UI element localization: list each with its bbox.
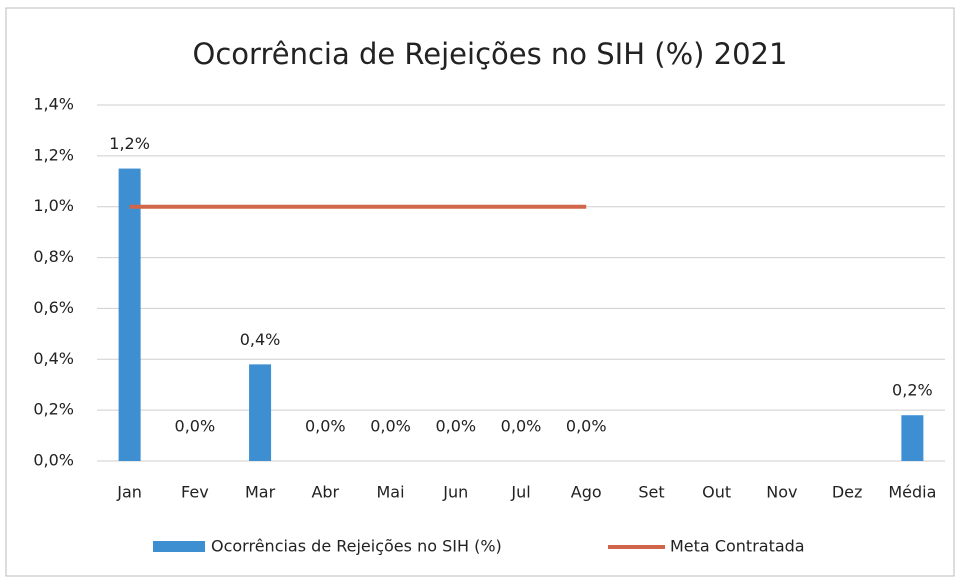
legend-swatch — [153, 541, 205, 552]
x-tick-label: Abr — [311, 483, 339, 502]
bar — [118, 168, 141, 462]
x-tick-label: Dez — [832, 483, 863, 502]
y-tick-label: 0,6% — [33, 298, 74, 317]
data-label: 0,4% — [240, 330, 281, 349]
x-tick-label: Média — [888, 483, 936, 502]
bar — [249, 364, 272, 461]
x-tick-label: Jan — [116, 483, 142, 502]
x-tick-label: Fev — [181, 483, 209, 502]
x-tick-label: Jun — [442, 483, 468, 502]
data-label: 0,0% — [501, 417, 542, 436]
data-label: 1,2% — [109, 134, 150, 153]
y-tick-label: 0,0% — [33, 451, 74, 470]
data-label: 0,0% — [175, 417, 216, 436]
data-label: 0,0% — [305, 417, 346, 436]
data-label: 0,0% — [566, 417, 607, 436]
legend-label: Meta Contratada — [670, 537, 805, 556]
x-tick-label: Ago — [571, 483, 602, 502]
bar — [901, 415, 924, 461]
y-tick-label: 0,2% — [33, 400, 74, 419]
legend-label: Ocorrências de Rejeições no SIH (%) — [211, 537, 502, 556]
y-tick-label: 0,8% — [33, 247, 74, 266]
y-tick-label: 1,4% — [33, 95, 74, 114]
x-tick-label: Mai — [377, 483, 405, 502]
chart-border — [5, 7, 955, 577]
y-tick-label: 0,4% — [33, 349, 74, 368]
data-label: 0,2% — [892, 381, 933, 400]
y-tick-label: 1,0% — [33, 196, 74, 215]
chart-title: Ocorrência de Rejeições no SIH (%) 2021 — [193, 37, 788, 71]
x-tick-label: Out — [702, 483, 731, 502]
x-tick-label: Nov — [766, 483, 797, 502]
x-tick-label: Jul — [510, 483, 530, 502]
y-tick-label: 1,2% — [33, 145, 74, 164]
data-label: 0,0% — [435, 417, 476, 436]
data-label: 0,0% — [370, 417, 411, 436]
x-tick-label: Set — [638, 483, 664, 502]
x-tick-label: Mar — [245, 483, 276, 502]
